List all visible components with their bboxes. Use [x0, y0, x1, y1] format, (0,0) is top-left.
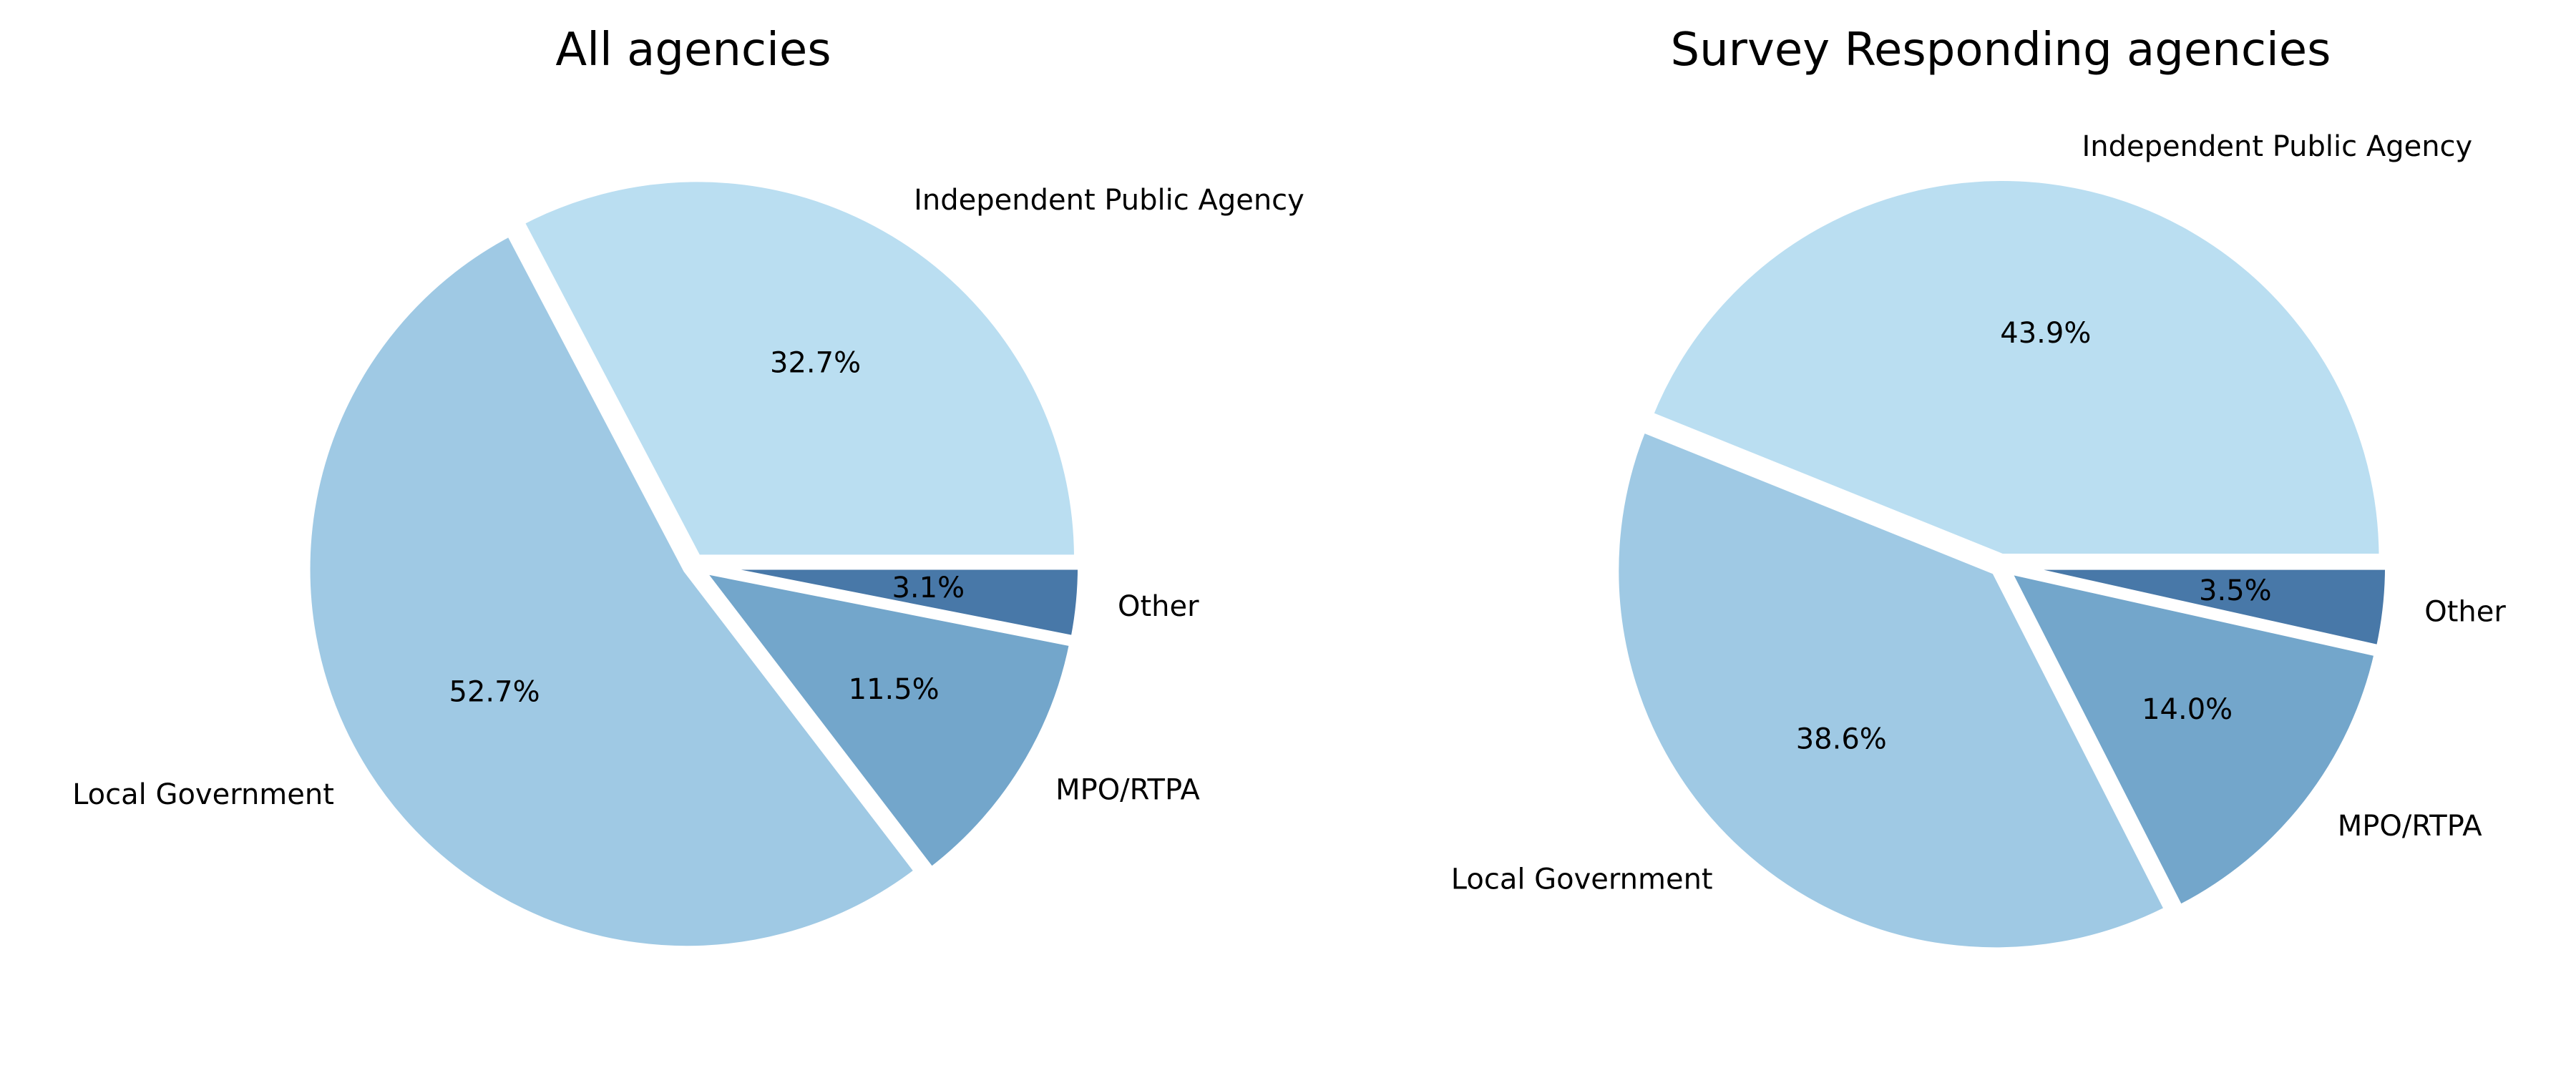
slice-category-label: Other [1118, 590, 1199, 623]
slice-category-label: Local Government [72, 778, 334, 811]
pie-slices [302, 174, 1086, 954]
chart-title: Survey Responding agencies [1670, 24, 2331, 77]
slice-percentage-label: 3.1% [892, 572, 965, 604]
slice-percentage-label: 11.5% [849, 673, 940, 706]
slice-percentage-label: 14.0% [2142, 693, 2233, 726]
slice-percentage-label: 52.7% [449, 676, 540, 709]
slice-category-label: Other [2424, 595, 2506, 628]
chart-title: All agencies [555, 24, 831, 77]
slice-category-label: Local Government [1451, 863, 1713, 896]
pie-labels: 32.7% Independent Public Agency 52.7% Local… [72, 184, 1304, 811]
slice-percentage-label: 43.9% [2000, 317, 2091, 350]
pie-slice-local-government [1611, 424, 2172, 956]
pie-slice-mpo-rtpa [696, 565, 1078, 876]
pie-slice-other [2004, 562, 2394, 653]
slice-percentage-label: 32.7% [770, 347, 861, 380]
pie-slice-independent-public-agency [516, 174, 1082, 563]
slice-category-label: Independent Public Agency [2082, 130, 2472, 163]
pie-slice-other [697, 562, 1086, 644]
slice-percentage-label: 3.5% [2199, 574, 2272, 607]
pie-slice-mpo-rtpa [2002, 566, 2383, 913]
pie-slice-independent-public-agency [1645, 173, 2387, 562]
pie-labels: 43.9% Independent Public Agency 38.6% Local… [1451, 130, 2507, 896]
pie-chart-survey-responding-agencies: Survey Responding agencies 43.9% Independ… [1451, 24, 2507, 956]
pie-slices [1611, 173, 2394, 956]
slice-percentage-label: 38.6% [1796, 722, 1887, 755]
pie-slice-local-government [302, 228, 922, 954]
slice-category-label: MPO/RTPA [1055, 774, 1200, 807]
slice-category-label: MPO/RTPA [2338, 810, 2482, 843]
slice-category-label: Independent Public Agency [914, 184, 1304, 217]
pie-chart-all-agencies: All agencies 32.7% Independent Public Age… [72, 24, 1304, 954]
